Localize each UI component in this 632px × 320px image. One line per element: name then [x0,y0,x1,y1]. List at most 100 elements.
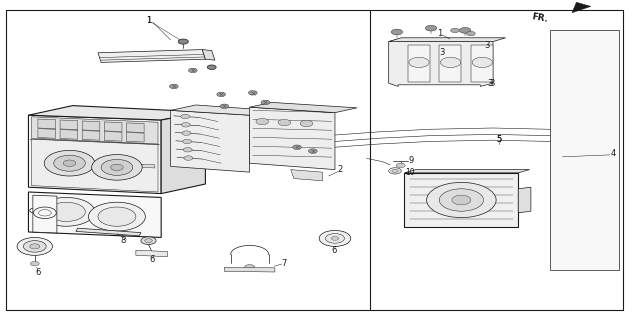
Circle shape [278,119,291,126]
Polygon shape [33,195,57,233]
Circle shape [178,39,188,44]
Circle shape [300,120,313,127]
Circle shape [183,139,191,144]
Circle shape [88,202,145,231]
Text: 5: 5 [497,135,502,144]
Circle shape [248,91,257,95]
Circle shape [101,159,133,175]
Circle shape [184,156,193,160]
Text: FR.: FR. [531,12,549,23]
Circle shape [392,169,398,172]
Polygon shape [82,121,100,131]
Polygon shape [389,38,506,42]
Circle shape [145,239,152,243]
Polygon shape [572,2,591,13]
Circle shape [592,141,602,147]
Text: 10: 10 [404,168,415,177]
Circle shape [396,163,405,168]
Text: 5: 5 [497,135,502,144]
Polygon shape [171,105,272,115]
Circle shape [38,197,95,226]
Circle shape [441,57,461,68]
Circle shape [256,118,269,125]
Circle shape [459,28,471,33]
Circle shape [308,149,317,153]
Text: 1: 1 [146,16,151,25]
Circle shape [17,237,52,255]
Polygon shape [82,131,100,140]
Circle shape [183,148,192,152]
Circle shape [98,207,136,226]
Circle shape [319,230,351,246]
Circle shape [207,65,216,69]
Circle shape [47,202,85,221]
Circle shape [452,195,471,205]
Polygon shape [161,112,205,194]
Circle shape [188,68,197,73]
Polygon shape [98,50,205,62]
Polygon shape [171,110,250,172]
Polygon shape [32,139,158,192]
Circle shape [63,160,76,166]
Polygon shape [104,132,122,141]
Text: 6: 6 [149,255,154,264]
Circle shape [111,164,123,171]
Polygon shape [224,267,275,272]
Polygon shape [76,228,141,236]
Polygon shape [104,122,122,132]
Polygon shape [60,130,78,139]
Circle shape [391,29,403,35]
Circle shape [439,189,483,211]
Polygon shape [28,106,205,120]
Polygon shape [404,170,530,173]
Circle shape [592,136,602,141]
Text: 9: 9 [408,156,413,165]
Text: 3: 3 [489,79,494,88]
Polygon shape [471,45,493,82]
Circle shape [472,57,492,68]
Text: 7: 7 [282,260,287,268]
Polygon shape [389,39,493,86]
Text: 3: 3 [440,48,445,57]
Polygon shape [404,173,518,227]
Polygon shape [136,250,167,257]
Text: 6: 6 [35,268,40,277]
Circle shape [389,168,401,174]
Text: 1: 1 [146,16,151,25]
Text: 6: 6 [331,246,336,255]
Text: 4: 4 [611,149,616,158]
Circle shape [169,84,178,89]
Circle shape [181,123,190,127]
Text: 3: 3 [484,41,489,50]
Circle shape [451,28,459,33]
Circle shape [181,114,190,119]
Circle shape [220,104,229,108]
Circle shape [293,145,301,149]
Circle shape [331,236,339,240]
Polygon shape [202,50,215,60]
Circle shape [23,241,46,252]
Polygon shape [291,170,322,181]
Circle shape [30,261,39,266]
Text: 1: 1 [437,29,442,38]
Circle shape [217,92,226,97]
Polygon shape [28,115,161,194]
Circle shape [30,244,40,249]
Circle shape [427,182,496,218]
Circle shape [141,237,156,244]
Polygon shape [60,120,78,130]
Polygon shape [439,45,461,82]
Circle shape [261,100,270,105]
Polygon shape [408,45,430,82]
Polygon shape [38,119,56,129]
Polygon shape [250,102,357,113]
Polygon shape [38,129,56,138]
Polygon shape [250,107,335,170]
Polygon shape [142,164,155,168]
Circle shape [425,25,437,31]
Circle shape [466,31,475,36]
Circle shape [54,155,85,171]
Polygon shape [550,30,619,270]
Polygon shape [518,187,531,213]
Polygon shape [32,117,158,144]
